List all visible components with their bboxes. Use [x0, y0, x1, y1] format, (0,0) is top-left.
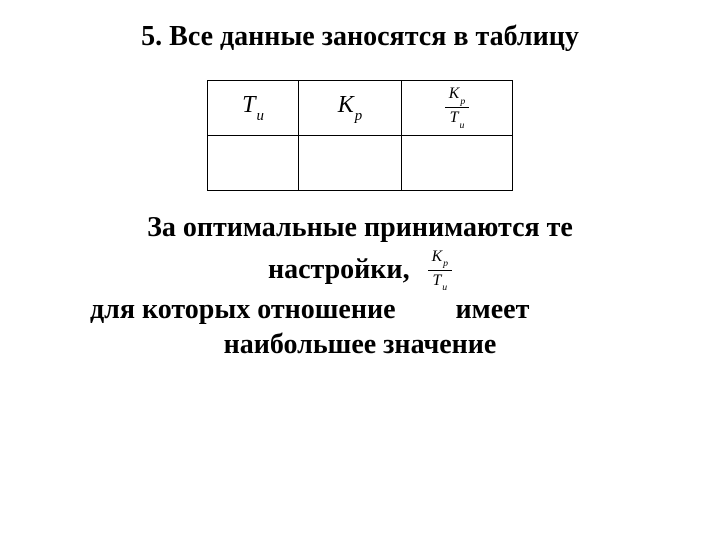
body-line-2: настройки, Kp Tи [0, 249, 720, 292]
body-text-block: За оптимальные принимаются те настройки,… [0, 209, 720, 364]
body-line-3b: имеет [456, 294, 530, 325]
table-cell [299, 135, 402, 190]
var-base: K [338, 92, 354, 118]
table-cell [208, 135, 299, 190]
table-header-cell: Kp [299, 80, 402, 135]
var-sub: p [443, 258, 448, 269]
item-number: 5. [141, 21, 162, 52]
var-base: T [450, 109, 459, 126]
table-row [208, 135, 513, 190]
var-sub: p [460, 96, 465, 107]
table-header-cell: Kp Tи [402, 80, 513, 135]
body-line-3: для которых отношение имеет [0, 294, 720, 326]
math-fraction-kp-over-ti-inline: Kp Tи [428, 249, 452, 292]
table-wrapper: Tи Kp Kp Tи [0, 80, 720, 191]
table-header-cell: Tи [208, 80, 299, 135]
body-line-1: За оптимальные принимаются те [0, 209, 720, 247]
parameters-table: Tи Kp Kp Tи [207, 80, 513, 191]
var-base: K [432, 248, 443, 265]
var-sub: p [355, 108, 362, 124]
var-base: T [432, 272, 441, 289]
table-header-row: Tи Kp Kp Tи [208, 80, 513, 135]
document-page: 5. Все данные заносятся в таблицу Tи Kp [0, 0, 720, 540]
heading-line: 5. Все данные заносятся в таблицу [0, 18, 720, 56]
body-line-3a: для которых отношение [90, 294, 396, 325]
body-line-4: наибольшее значение [0, 326, 720, 364]
var-sub: и [459, 120, 464, 131]
var-sub: и [442, 282, 447, 293]
math-fraction-kp-over-ti: Kp Tи [445, 86, 469, 129]
math-var-k-p: Kp [338, 92, 362, 118]
heading-text: Все данные заносятся в таблицу [169, 21, 579, 52]
var-base: T [242, 92, 255, 118]
var-sub: и [256, 108, 263, 124]
table-cell [402, 135, 513, 190]
inline-fraction-box: Kp Tи [428, 249, 452, 292]
var-base: K [449, 85, 460, 102]
body-line-2-text: настройки, [268, 254, 410, 286]
math-var-t-i: Tи [242, 92, 264, 118]
